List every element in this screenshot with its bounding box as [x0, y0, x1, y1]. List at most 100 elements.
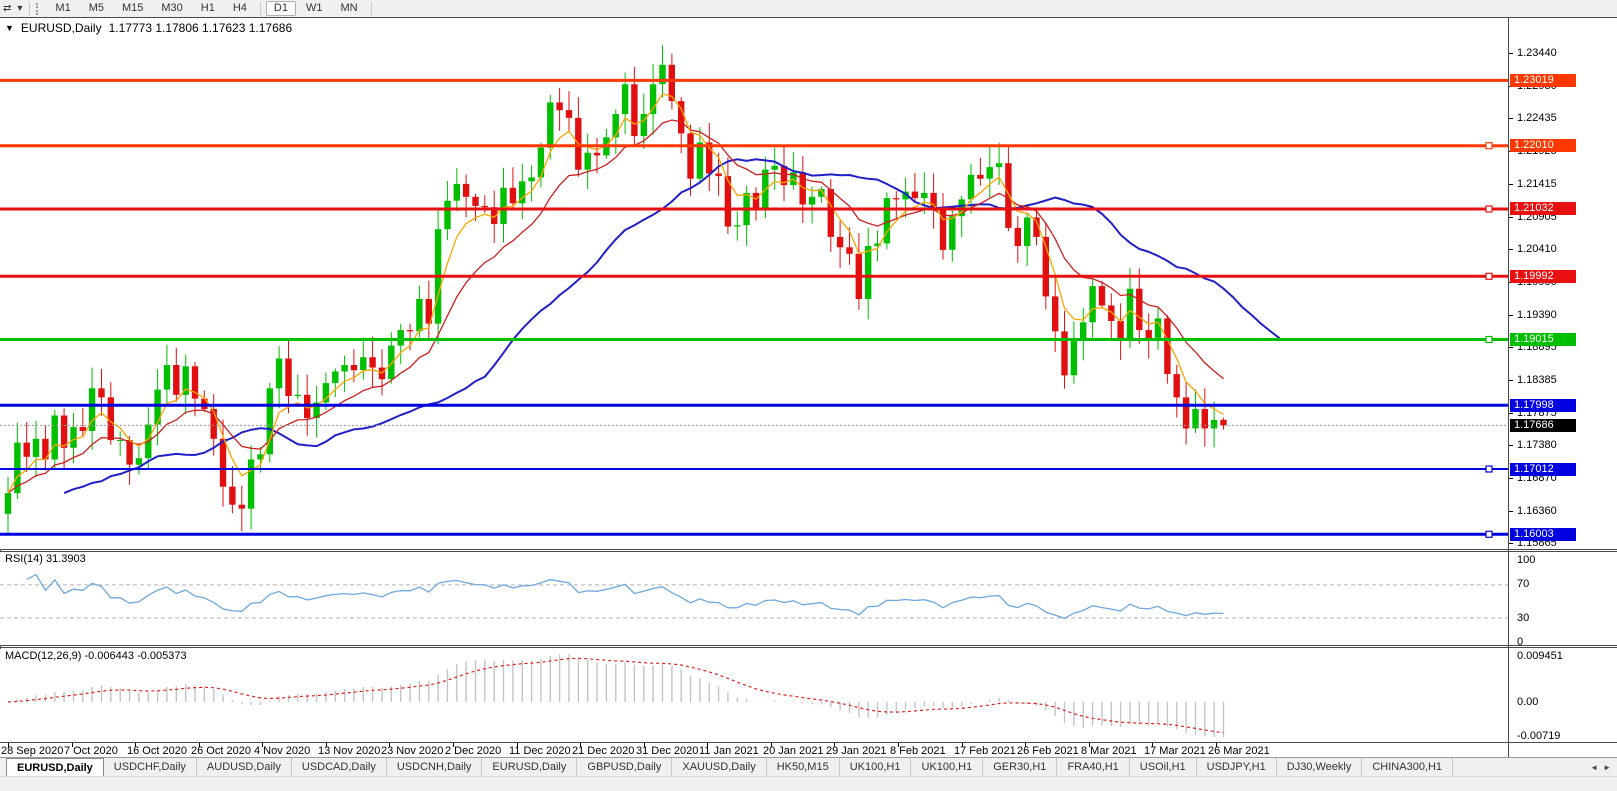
- macd-svg[interactable]: [0, 649, 1508, 742]
- chart-tab-hk50-m15[interactable]: HK50,M15: [767, 758, 840, 776]
- hline-handle[interactable]: [1485, 465, 1493, 473]
- chart-tab-uk100-h1[interactable]: UK100,H1: [840, 758, 912, 776]
- time-axis[interactable]: 28 Sep 2020 7 Oct 2020 16 Oct 2020 26 Oct 2…: [0, 743, 1508, 757]
- rsi-indicator-pane[interactable]: [0, 552, 1508, 645]
- chart-ohlc-values: 1.17773 1.17806 1.17623 1.17686: [108, 21, 293, 35]
- rsi-svg[interactable]: [0, 552, 1508, 645]
- price-tick-label: 1.16870: [1517, 472, 1557, 484]
- chart-tab-dj30-weekly[interactable]: DJ30,Weekly: [1277, 758, 1363, 776]
- rsi-pane-bottom-border[interactable]: [0, 645, 1617, 646]
- hline-handle[interactable]: [1485, 272, 1493, 280]
- chart-tab-ger30-h1[interactable]: GER30,H1: [983, 758, 1058, 776]
- candle-body: [883, 198, 891, 244]
- price-tick-label: 1.20905: [1517, 211, 1557, 223]
- candle-body: [1117, 321, 1124, 341]
- chart-tab-china300-h1[interactable]: CHINA300,H1: [1362, 758, 1454, 776]
- current-price-label: 1.17686: [1510, 419, 1576, 432]
- main-chart-pane[interactable]: [0, 18, 1508, 549]
- date-tick-mark: [771, 743, 772, 747]
- hline-handle[interactable]: [1485, 205, 1493, 213]
- date-label: 26 Mar 2021: [1208, 745, 1270, 757]
- chart-tab-eurusd-daily[interactable]: EURUSD,Daily: [482, 758, 578, 776]
- chart-tab-usdcad-daily[interactable]: USDCAD,Daily: [292, 758, 387, 776]
- timeframe-button-h4[interactable]: H4: [232, 2, 247, 14]
- main-chart-svg[interactable]: [0, 18, 1508, 549]
- hline-price-label: 1.21032: [1510, 202, 1576, 215]
- price-axis[interactable]: 1.234401.229301.224351.219251.214151.209…: [1509, 0, 1616, 791]
- chart-tab-xauusd-daily[interactable]: XAUUSD,Daily: [672, 758, 767, 776]
- candle-body: [1014, 227, 1021, 246]
- timeframe-button-m30[interactable]: M30: [161, 2, 183, 14]
- ma-fast-line: [7, 93, 1224, 494]
- candle-body: [500, 187, 507, 224]
- macd-pane-top-border[interactable]: [0, 647, 1617, 648]
- timeframe-button-mn[interactable]: MN: [340, 2, 358, 14]
- chart-tab-usdcnh-daily[interactable]: USDCNH,Daily: [387, 758, 483, 776]
- candle-body: [341, 365, 348, 372]
- macd-indicator-pane[interactable]: [0, 649, 1508, 742]
- candle-body: [780, 165, 788, 186]
- candle-body: [360, 357, 367, 371]
- collapse-triangle-icon[interactable]: ▼: [5, 23, 14, 33]
- tab-scroll-arrows: ◄ ►: [1590, 758, 1617, 776]
- chart-tab-uk100-h1[interactable]: UK100,H1: [911, 758, 984, 776]
- chart-tab-fra40-h1[interactable]: FRA40,H1: [1057, 758, 1130, 776]
- timeframe-button-m1[interactable]: M1: [55, 2, 71, 14]
- candle-body: [453, 183, 460, 201]
- chart-tab-eurusd-daily[interactable]: EURUSD,Daily: [6, 758, 104, 776]
- hline-handle[interactable]: [1485, 142, 1493, 150]
- chart-tab-gbpusd-daily[interactable]: GBPUSD,Daily: [577, 758, 673, 776]
- candle-body: [537, 147, 545, 178]
- timeframe-button-w1[interactable]: W1: [305, 2, 323, 14]
- time-axis-line: [0, 742, 1617, 743]
- candle-body: [593, 152, 601, 156]
- candle-body: [509, 187, 517, 204]
- rsi-label: RSI(14) 31.3903: [5, 553, 86, 565]
- candle-body: [1201, 409, 1208, 429]
- candle-body: [986, 167, 993, 179]
- tab-scroll-left-icon[interactable]: ◄: [1590, 762, 1599, 772]
- candle-body: [519, 181, 526, 204]
- chart-tab-audusd-daily[interactable]: AUDUSD,Daily: [197, 758, 292, 776]
- date-label: 16 Oct 2020: [127, 745, 187, 757]
- chart-tab-usdchf-daily[interactable]: USDCHF,Daily: [104, 758, 197, 776]
- macd-tick-label: 0.009451: [1517, 650, 1563, 662]
- candle-body: [659, 64, 666, 85]
- timeframe-button-m5[interactable]: M5: [88, 2, 104, 14]
- candle-body: [32, 438, 40, 457]
- candle-body: [1052, 296, 1059, 332]
- tab-scroll-right-icon[interactable]: ►: [1603, 762, 1611, 772]
- timeframe-button-h1[interactable]: H1: [200, 2, 215, 14]
- timeframe-button-d1[interactable]: D1: [265, 1, 296, 16]
- candle-body: [902, 191, 909, 200]
- candle-body: [967, 174, 975, 200]
- candle-body: [210, 409, 217, 439]
- candle-body: [949, 216, 956, 250]
- candle-body: [425, 299, 432, 324]
- timeframe-button-m15[interactable]: M15: [121, 2, 144, 14]
- chevron-down-icon[interactable]: ▾: [17, 3, 23, 14]
- candle-body: [1089, 286, 1096, 323]
- hline-handle[interactable]: [1485, 335, 1493, 344]
- candle-body: [715, 173, 722, 177]
- toolbar-grip[interactable]: [36, 2, 40, 15]
- date-tick-mark: [962, 743, 963, 747]
- candle-body: [332, 371, 339, 384]
- candle-body: [491, 207, 498, 224]
- toolbar-separator: [29, 2, 31, 15]
- window-switch-icon[interactable]: ⇄: [3, 3, 12, 14]
- price-tick-dash: [1509, 380, 1513, 381]
- main-pane-bottom-border[interactable]: [0, 549, 1617, 550]
- hline-price-label: 1.17012: [1510, 463, 1576, 476]
- candle-body: [23, 442, 30, 457]
- date-tick-mark: [389, 743, 390, 747]
- hline-handle[interactable]: [1485, 530, 1493, 538]
- candle-body: [313, 402, 320, 418]
- chart-tab-usoil-h1[interactable]: USOil,H1: [1130, 758, 1197, 776]
- candle-body: [1070, 340, 1078, 376]
- rsi-pane-top-border[interactable]: [0, 551, 1617, 552]
- candle-body: [771, 165, 778, 170]
- chart-tab-usdjpy-h1[interactable]: USDJPY,H1: [1197, 758, 1277, 776]
- candle-body: [481, 205, 488, 208]
